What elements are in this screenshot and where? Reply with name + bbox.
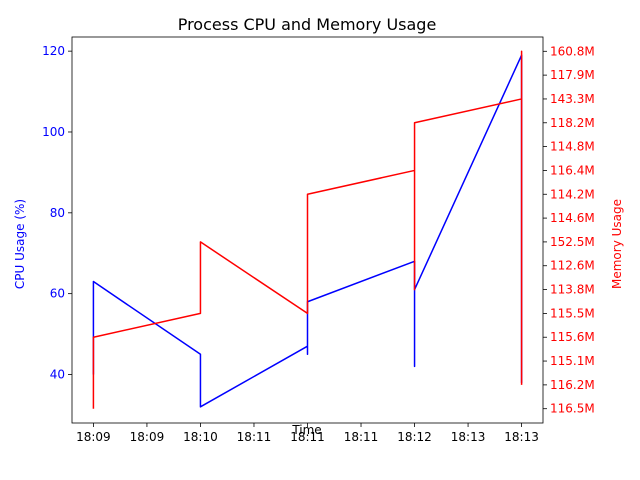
y-right-tick-label: 112.6M xyxy=(550,259,595,273)
y-right-tick-label: 116.2M xyxy=(550,378,595,392)
y-right-tick-label: 114.2M xyxy=(550,187,595,201)
plot-area xyxy=(71,36,544,424)
y-right-tick-label: 114.8M xyxy=(550,140,595,154)
y-right-tick-label: 114.6M xyxy=(550,211,595,225)
y-axis-right: 116.5M 116.2M 115.1M 115.6M 115.5M 113.8M 112.… xyxy=(543,44,595,416)
x-axis-label: Time xyxy=(291,423,321,437)
x-tick-label: 18:12 xyxy=(397,430,432,444)
y-right-tick-label: 143.3M xyxy=(550,92,595,106)
x-tick-label: 18:11 xyxy=(344,430,379,444)
y-left-tick-label: 80 xyxy=(50,206,65,220)
x-tick-label: 18:11 xyxy=(290,430,325,444)
memory-series-line xyxy=(92,50,523,409)
y-left-tick-label: 100 xyxy=(42,125,65,139)
y-right-tick-label: 160.8M xyxy=(550,44,595,58)
y-right-tick-label: 152.5M xyxy=(550,235,595,249)
y-axis-right-label: Memory Usage xyxy=(610,199,624,289)
y-left-tick-label: 120 xyxy=(42,44,65,58)
y-right-tick-label: 116.5M xyxy=(550,402,595,416)
y-axis-left: 40 60 80 100 120 xyxy=(42,44,72,381)
chart-title: Process CPU and Memory Usage xyxy=(178,15,437,34)
x-tick-label: 18:09 xyxy=(130,430,165,444)
y-right-tick-label: 113.8M xyxy=(550,283,595,297)
y-right-tick-label: 117.9M xyxy=(550,68,595,82)
y-right-tick-label: 116.4M xyxy=(550,163,595,177)
x-tick-label: 18:11 xyxy=(237,430,272,444)
x-tick-label: 18:13 xyxy=(504,430,539,444)
x-tick-label: 18:09 xyxy=(76,430,111,444)
x-axis: 18:09 18:09 18:10 18:11 18:11 18:11 18:12 18:13… xyxy=(76,423,539,444)
x-tick-label: 18:13 xyxy=(451,430,486,444)
y-left-tick-label: 40 xyxy=(50,367,65,381)
x-tick-label: 18:10 xyxy=(183,430,218,444)
y-right-tick-label: 118.2M xyxy=(550,116,595,130)
y-left-tick-label: 60 xyxy=(50,287,65,301)
y-right-tick-label: 115.5M xyxy=(550,306,595,320)
y-axis-left-label: CPU Usage (%) xyxy=(13,199,27,289)
y-right-tick-label: 115.6M xyxy=(550,330,595,344)
y-right-tick-label: 115.1M xyxy=(550,354,595,368)
